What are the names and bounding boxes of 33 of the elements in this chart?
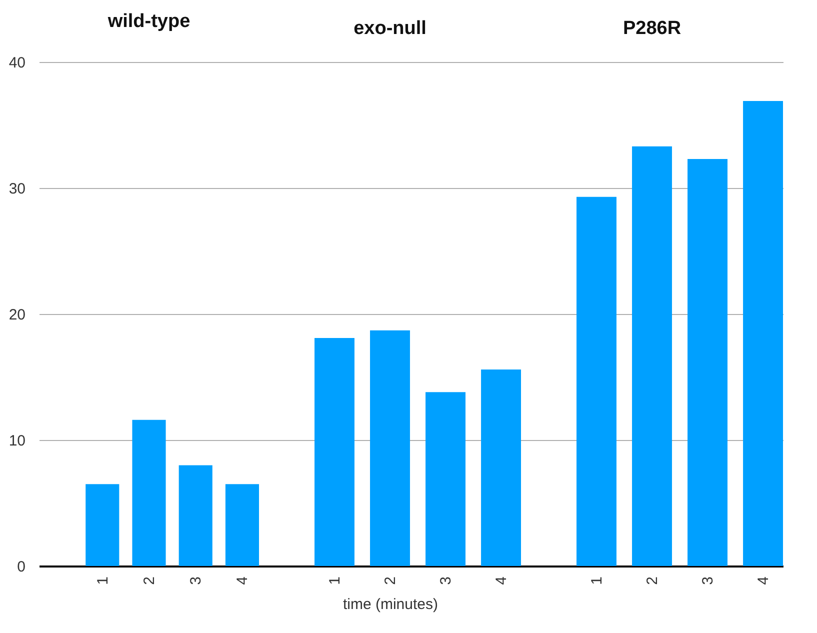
bar [576, 196, 616, 566]
bar [632, 146, 672, 566]
bar [426, 392, 466, 566]
bar [132, 420, 166, 566]
bar [86, 484, 120, 566]
x-tick-label: 2 [141, 576, 158, 585]
x-tick-label: 4 [493, 576, 510, 585]
x-tick-label: 1 [326, 576, 344, 585]
bar [688, 159, 728, 566]
chart-title: wild-type [106, 11, 190, 32]
x-tick-label: 1 [94, 576, 112, 585]
x-tick-label: 4 [234, 576, 252, 585]
x-tick-label: 3 [438, 576, 455, 585]
bar [178, 465, 212, 566]
y-tick-label: 30 [8, 180, 26, 198]
x-tick-label: 4 [755, 576, 772, 585]
bar [743, 101, 783, 566]
y-tick-label: 10 [8, 432, 26, 450]
chart-title: exo-null [354, 18, 426, 39]
bar [314, 338, 354, 566]
x-tick-label: 1 [588, 576, 606, 585]
bar [225, 484, 259, 566]
bar [481, 369, 521, 566]
bar [370, 330, 410, 566]
y-tick-label: 0 [17, 558, 26, 576]
x-axis-title: time (minutes) [342, 596, 438, 613]
x-tick-label: 2 [644, 576, 661, 585]
x-tick-label: 3 [700, 576, 717, 585]
y-tick-label: 40 [8, 54, 26, 72]
chart-title: P286R [622, 18, 682, 39]
x-tick-label: 3 [188, 576, 205, 585]
y-tick-label: 20 [8, 306, 26, 324]
x-tick-label: 2 [382, 576, 399, 585]
